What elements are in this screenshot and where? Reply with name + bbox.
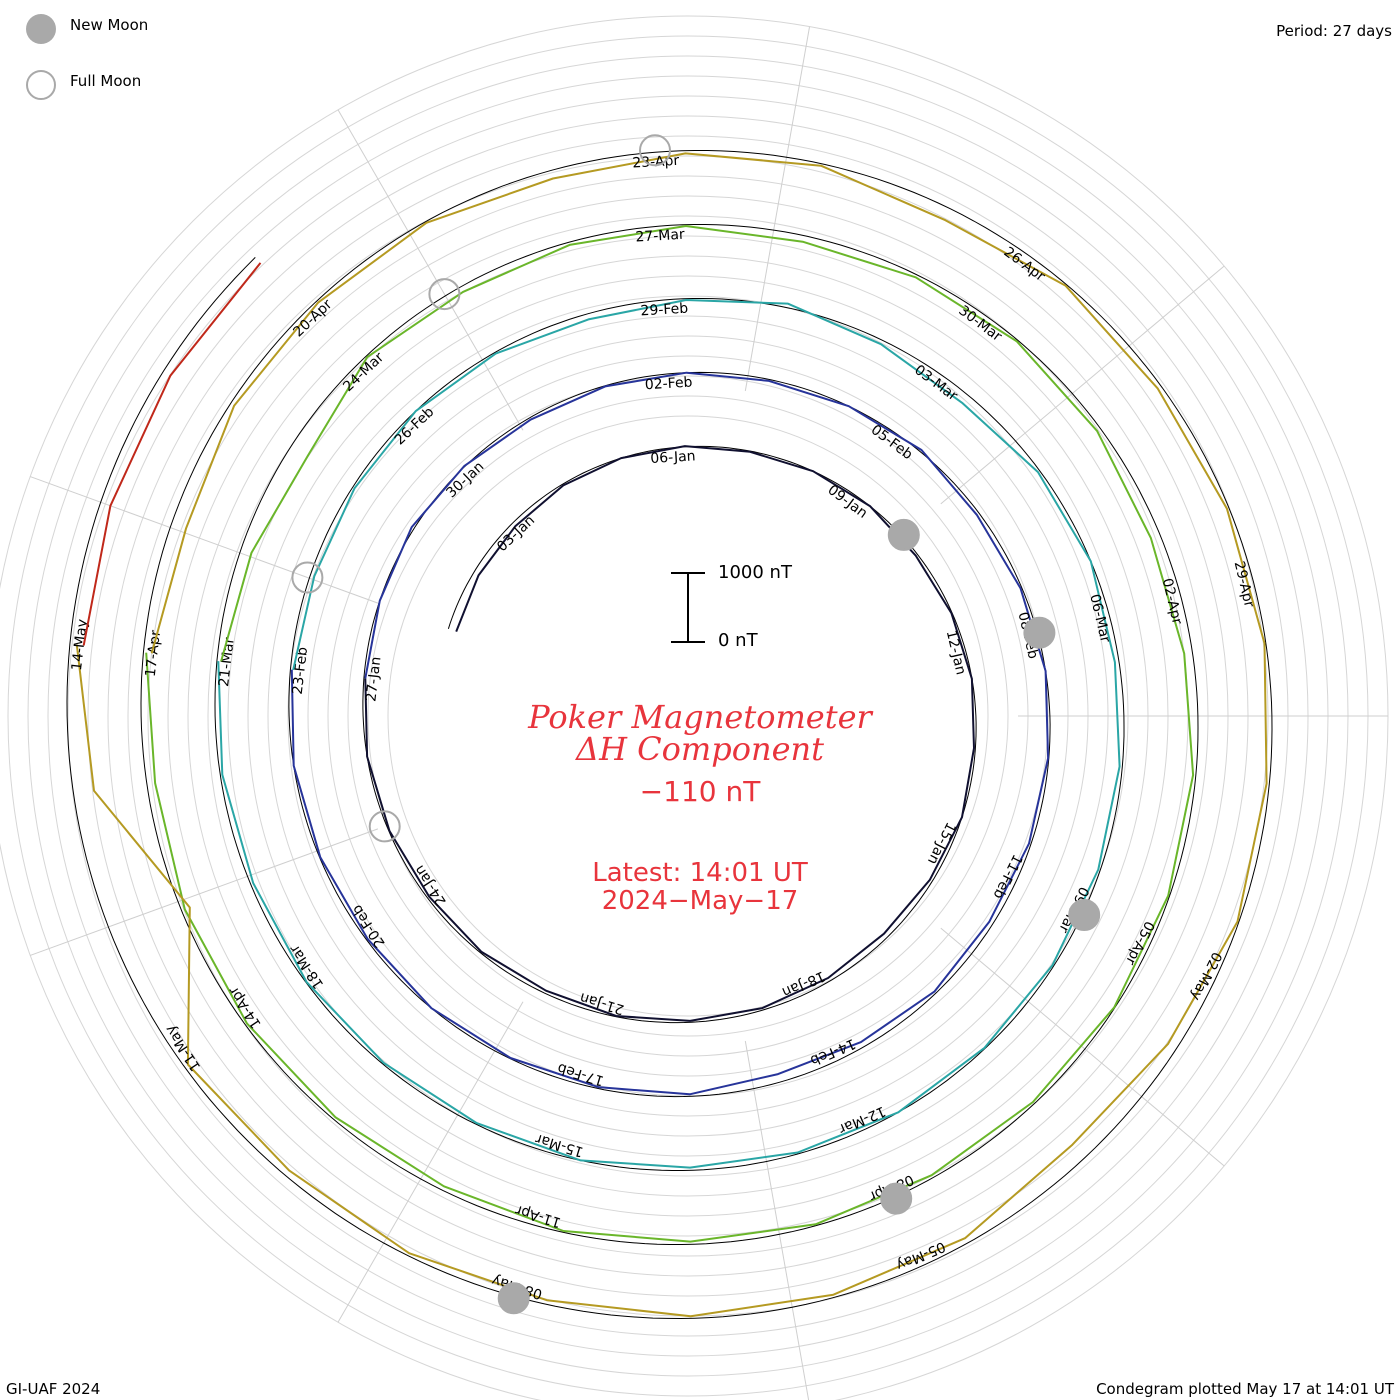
new-moon-marker (880, 1182, 913, 1215)
legend-new-moon-label: New Moon (70, 16, 149, 34)
date-tick-label: 24-Mar (340, 349, 387, 395)
date-tick-label: 06-Jan (650, 448, 696, 467)
radial-spoke (940, 927, 1225, 1167)
new-moon-marker (497, 1282, 530, 1315)
date-tick-label: 05-May (894, 1238, 948, 1273)
full-moon-marker (428, 278, 461, 311)
baseline-spiral (66, 150, 1273, 1320)
date-tick-label: 06-Mar (1086, 593, 1113, 645)
date-tick-label: 26-Feb (392, 404, 438, 448)
footer-plot-time: Condegram plotted May 17 at 14:01 UT (1096, 1380, 1394, 1398)
date-tick-label: 12-Mar (836, 1103, 888, 1137)
date-tick-label: 02-Feb (644, 375, 693, 394)
latest-time: Latest: 14:01 UT (592, 858, 808, 888)
period-label: Period: 27 days (1276, 22, 1392, 40)
latest-date: 2024−May−17 (601, 886, 799, 916)
new-moon-marker (887, 518, 920, 551)
scale-bottom-label: 0 nT (718, 630, 758, 651)
reference-circle (367, 395, 1009, 1037)
data-trace (145, 225, 1195, 1243)
data-trace (364, 445, 975, 1022)
new-moon-icon (26, 14, 56, 44)
data-trace (290, 371, 1050, 1096)
date-tick-label: 27-Mar (635, 227, 685, 246)
footer-credit: GI-UAF 2024 (6, 1380, 101, 1398)
full-moon-marker (368, 810, 401, 843)
date-tick-label: 12-Jan (943, 629, 969, 677)
chart-subtitle: ΔH Component (575, 730, 825, 768)
date-tick-label: 05-Apr (1122, 918, 1157, 967)
data-trace (217, 299, 1121, 1169)
legend-full-moon-label: Full Moon (70, 72, 142, 90)
radial-spokes (30, 26, 1388, 1400)
data-trace (75, 152, 1268, 1318)
date-tick-label: 29-Apr (1231, 560, 1257, 609)
date-tick-label: 24-Jan (412, 862, 450, 909)
full-moon-marker (291, 561, 324, 594)
radial-spoke (30, 476, 379, 604)
data-trace (82, 262, 262, 646)
scale-top-label: 1000 nT (718, 562, 792, 583)
radial-spoke (744, 1040, 810, 1400)
date-tick-label: 29-Feb (640, 301, 689, 320)
date-tick-label: 14-Feb (808, 1035, 858, 1069)
date-tick-label: 27-Jan (363, 656, 384, 703)
radial-spoke (30, 828, 379, 956)
radial-spoke (337, 1001, 524, 1323)
full-moon-icon (26, 70, 56, 100)
current-value: −110 nT (639, 775, 761, 808)
full-moon-marker (639, 134, 671, 167)
date-tick-label: 20-Apr (290, 296, 335, 340)
date-tick-label: 11-Feb (989, 852, 1025, 902)
scale-bar (671, 572, 705, 643)
date-tick-label: 23-Apr (632, 153, 680, 172)
new-moon-marker (1023, 616, 1056, 649)
date-tick-label: 17-Apr (143, 629, 164, 678)
new-moon-marker (1068, 899, 1101, 931)
chart-title: Poker Magnetometer (528, 698, 872, 736)
date-tick-label: 21-Mar (216, 636, 238, 687)
radial-spoke (337, 109, 524, 431)
reference-circle (387, 415, 989, 1017)
date-tick-label: 02-Apr (1159, 577, 1185, 626)
radial-spoke (940, 265, 1225, 505)
date-tick-label: 03-Jan (494, 512, 538, 555)
radial-spoke (744, 26, 811, 392)
